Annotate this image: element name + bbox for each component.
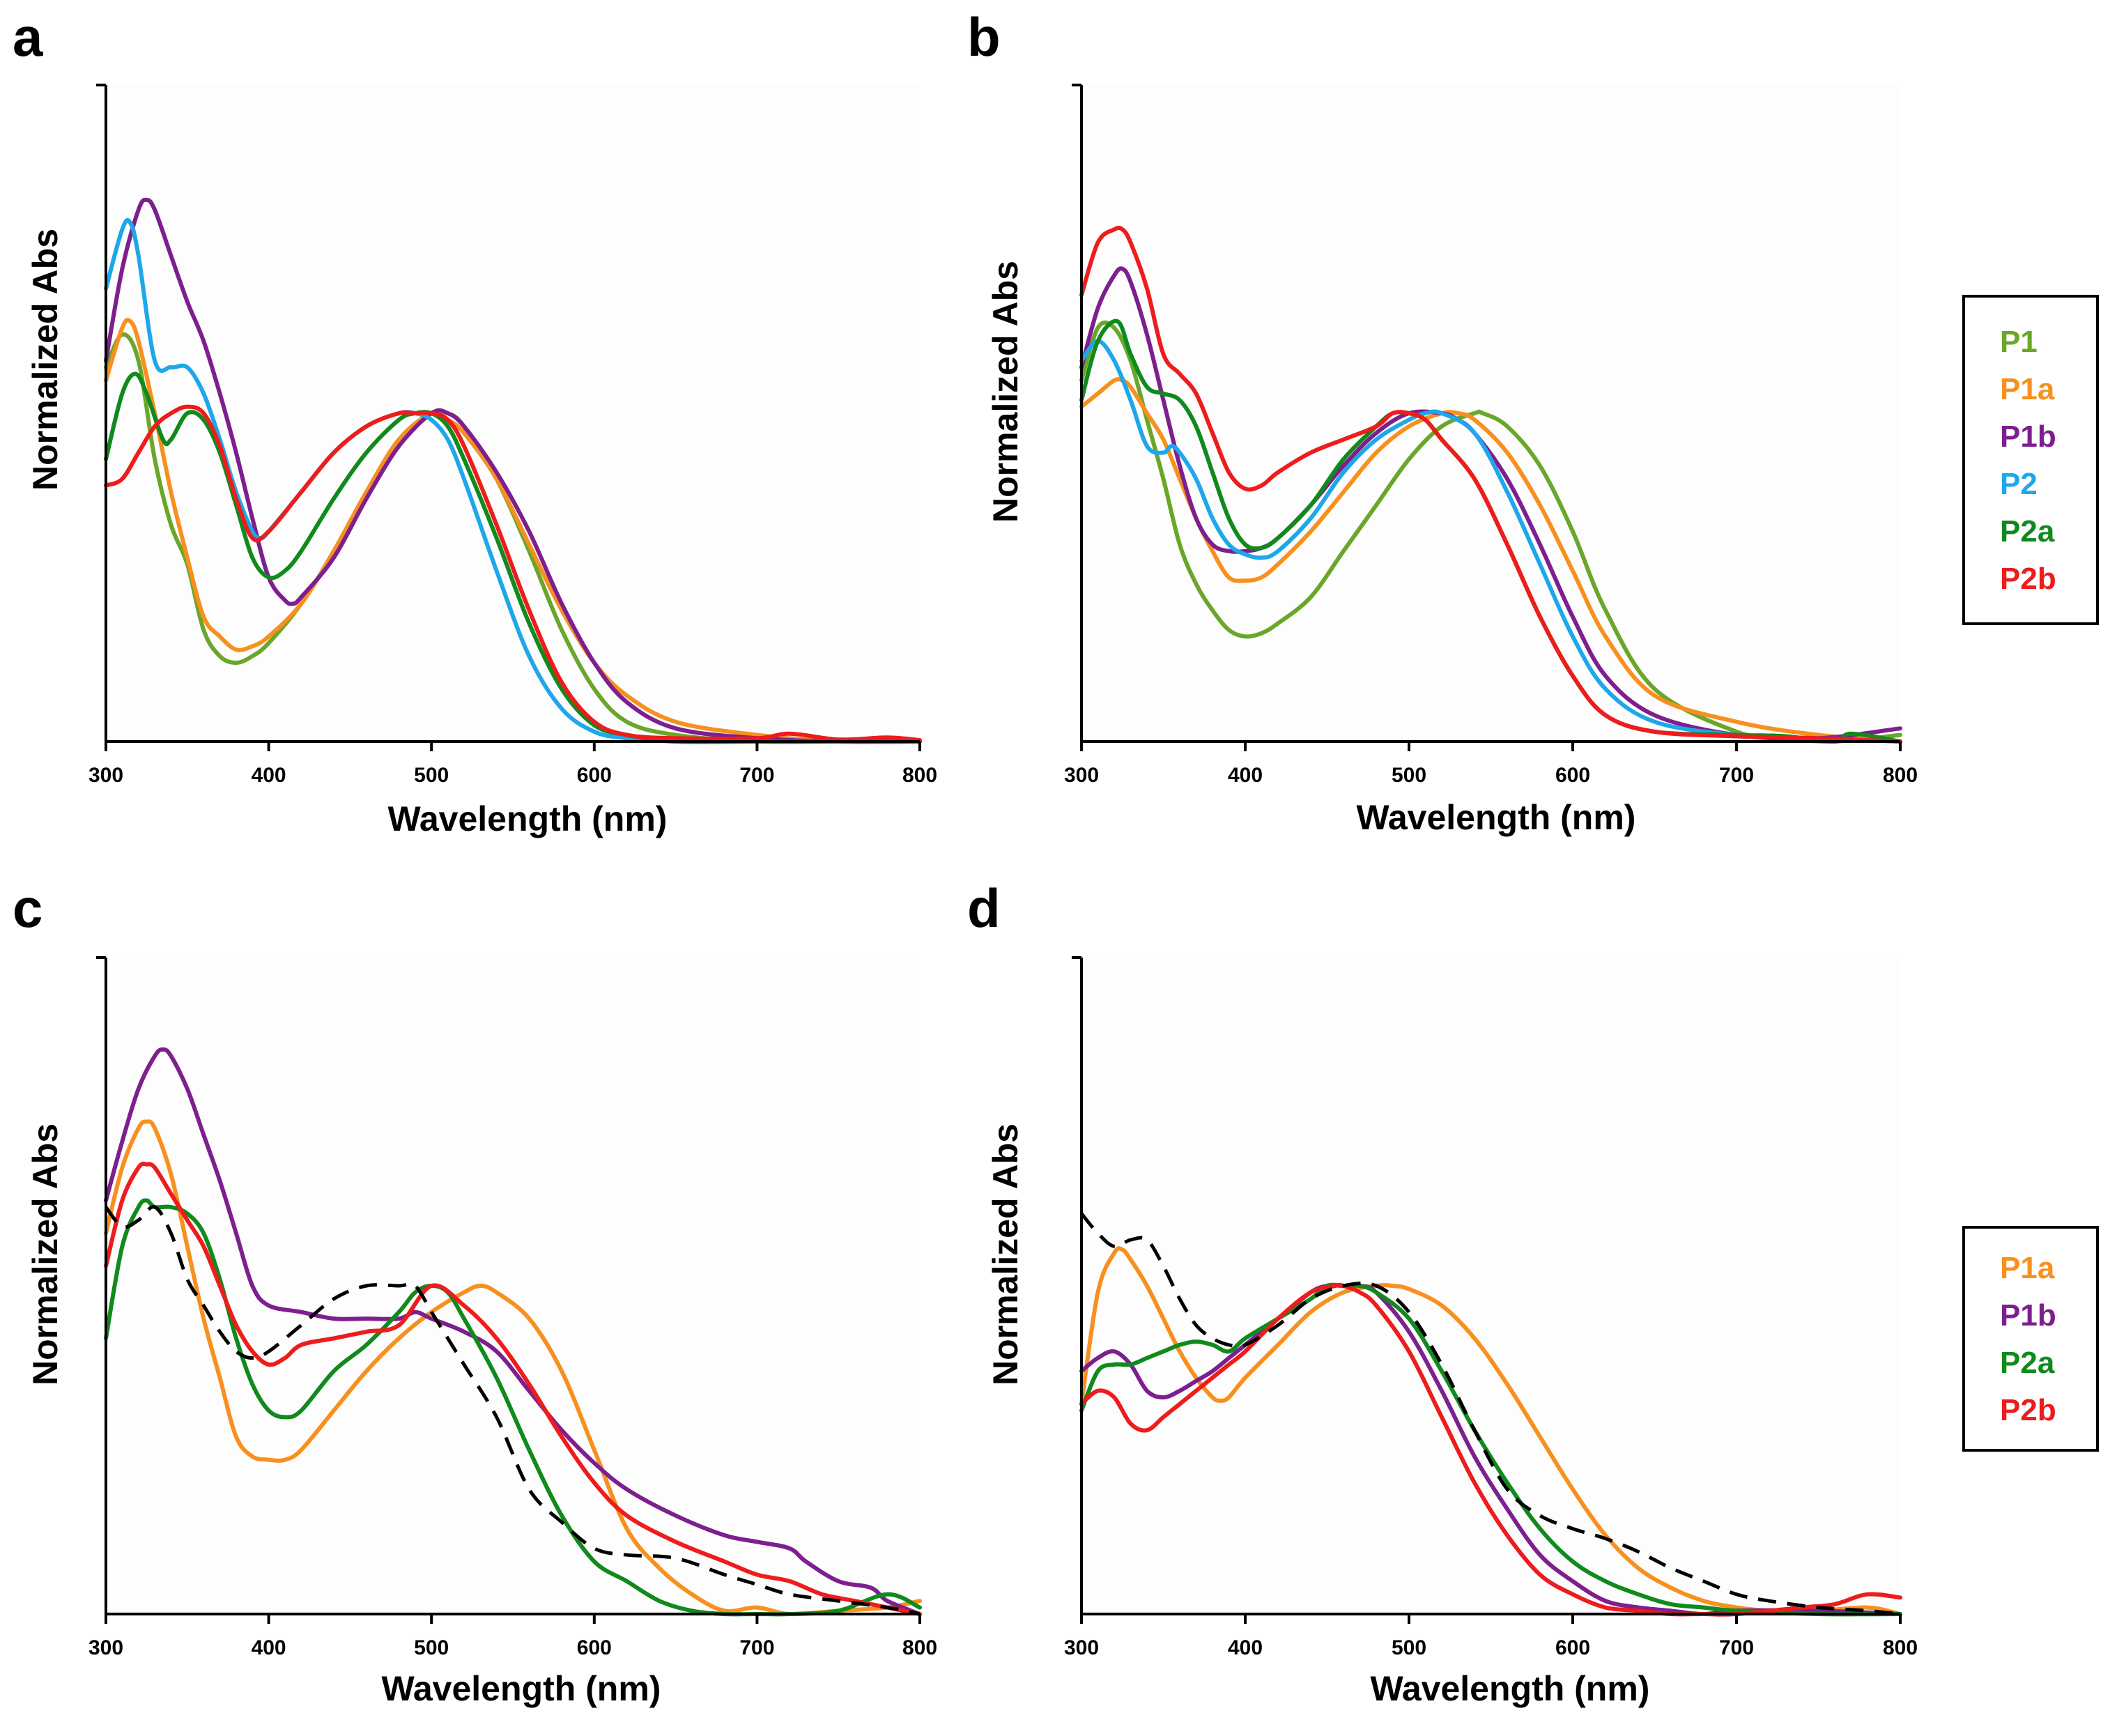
y-axis-title: Normalized Abs [986, 1123, 1025, 1385]
x-tick-label: 700 [739, 1636, 774, 1659]
x-tick-label: 600 [577, 764, 612, 787]
series-line-p1 [1079, 320, 1902, 744]
legend-entry-p1b: P1b [2000, 420, 2056, 454]
x-tick-label: 600 [1555, 1636, 1590, 1659]
series-line-reference [1080, 1212, 1901, 1616]
y-axis-title: Normalized Abs [986, 261, 1025, 523]
x-tick-label: 500 [414, 764, 449, 787]
panel-d: d 300 400 500 600 700 800 Wavelength (nm) Normal… [967, 877, 2099, 1708]
x-tick-label: 700 [1719, 1636, 1754, 1659]
x-tick-label: 500 [1392, 764, 1426, 787]
y-axis-title: Normalized Abs [26, 1123, 65, 1385]
series-line-p2b [104, 404, 922, 743]
x-tick-label: 600 [577, 1636, 612, 1659]
x-tick-label: 800 [902, 1636, 937, 1659]
x-tick-label: 800 [1883, 1636, 1918, 1659]
legend-entry-p1a: P1a [2000, 372, 2055, 406]
series-line-p2a [1079, 1282, 1902, 1617]
x-tick-label: 700 [1719, 764, 1754, 787]
plot-area [1081, 85, 1900, 742]
y-axis-title: Normalized Abs [26, 229, 65, 491]
panel-a: a 300 400 500 600 700 800 Wavelength (nm) Normal… [13, 6, 937, 838]
x-axis-title: Wavelength (nm) [1357, 798, 1636, 837]
x-tick-label: 400 [252, 1636, 286, 1659]
x-tick-label: 700 [739, 764, 774, 787]
x-tick-label: 600 [1555, 764, 1590, 787]
legend-entry-p1: P1 [2000, 325, 2038, 359]
panel-c: c 300 400 500 600 700 800 Wavelength (nm) Normal… [13, 877, 937, 1708]
panel-letter: c [13, 877, 43, 939]
legend-entry-p2a: P2a [2000, 514, 2055, 548]
x-tick-label: 500 [414, 1636, 449, 1659]
series-line-p2b [1079, 225, 1902, 744]
series-line-p2 [1079, 339, 1902, 744]
legend-entry-p2b: P2b [2000, 1393, 2056, 1427]
x-tick-label: 300 [1064, 1636, 1099, 1659]
panel-b: b 300 400 500 600 700 800 Wavelength (nm) Normal… [967, 6, 2099, 837]
x-tick-label: 500 [1392, 1636, 1426, 1659]
panel-letter: d [967, 877, 1001, 939]
x-tick-label: 800 [902, 764, 937, 787]
plot-area [1081, 958, 1900, 1614]
x-axis-title: Wavelength (nm) [382, 1669, 661, 1708]
x-tick-label: 400 [252, 764, 286, 787]
legend: P1a P1b P2a P2b [1962, 1226, 2099, 1452]
series-line-p2b [104, 1161, 922, 1616]
x-axis-title: Wavelength (nm) [388, 799, 668, 838]
series-line-p1a [1079, 377, 1902, 744]
legend-entry-p2b: P2b [2000, 562, 2056, 596]
panel-letter: b [967, 6, 1001, 68]
legend-entry-p1b: P1b [2000, 1298, 2056, 1332]
legend-box [1962, 295, 2099, 625]
x-tick-label: 300 [1064, 764, 1099, 787]
legend: P1 P1a P1b P2 P2a P2b [1962, 295, 2099, 625]
x-tick-label: 300 [88, 1636, 123, 1659]
series-line-p1a [104, 318, 922, 744]
x-tick-label: 400 [1228, 1636, 1263, 1659]
x-axis-title: Wavelength (nm) [1371, 1669, 1650, 1708]
x-tick-label: 800 [1883, 764, 1918, 787]
series-line-reference [105, 1205, 921, 1616]
legend-entry-p2a: P2a [2000, 1346, 2055, 1380]
series-line-p1b [104, 197, 922, 744]
legend-entry-p2: P2 [2000, 467, 2038, 501]
x-tick-label: 300 [88, 764, 123, 787]
panel-letter: a [13, 6, 43, 68]
series-line-p1a [104, 1119, 922, 1617]
legend-entry-p1a: P1a [2000, 1251, 2055, 1285]
x-tick-label: 400 [1228, 764, 1263, 787]
series-line-p1a [1079, 1246, 1902, 1616]
legend-box [1962, 1226, 2099, 1452]
series-line-p1b [1079, 266, 1902, 742]
series-line-p1b [104, 1047, 922, 1616]
plot-area [106, 85, 920, 742]
plot-area [106, 958, 920, 1614]
